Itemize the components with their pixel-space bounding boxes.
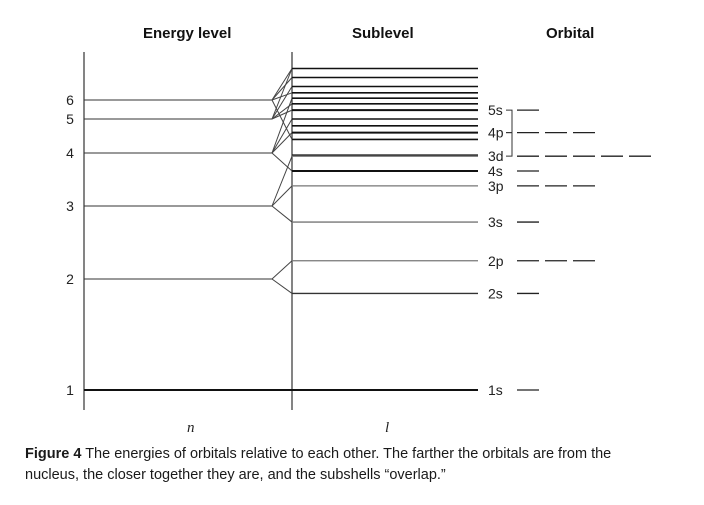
sublevel-label-3d: 3d xyxy=(488,148,504,164)
energy-level-label: 1 xyxy=(66,382,74,398)
branch-line xyxy=(271,278,293,294)
l-axis-label: l xyxy=(385,420,389,436)
sublevel-label-2p: 2p xyxy=(488,253,504,269)
sublevel-label-1s: 1s xyxy=(488,382,503,398)
branch-line xyxy=(271,68,293,120)
diagram-frame xyxy=(83,52,293,410)
sublevel-label-4p: 4p xyxy=(488,125,504,141)
energy-level-label: 4 xyxy=(66,145,74,161)
energy-level-label: 2 xyxy=(66,271,74,287)
sublevel-label-2s: 2s xyxy=(488,285,503,301)
bracket-5s-4p xyxy=(506,109,513,134)
sublevel-header: Sublevel xyxy=(352,25,414,42)
energy-level-label: 6 xyxy=(66,92,74,108)
branch-line xyxy=(271,103,293,120)
branch-line xyxy=(271,98,293,154)
energy-level-label: 3 xyxy=(66,198,74,214)
energy-level-lines: 1 2 3 4 5 6 xyxy=(66,68,293,398)
branch-line xyxy=(271,68,293,101)
sublevel-label-4s: 4s xyxy=(488,163,503,179)
branch-line xyxy=(271,77,293,101)
orbital-marks xyxy=(506,109,651,391)
branch-line xyxy=(271,185,293,207)
branch-line xyxy=(271,92,293,101)
branch-line xyxy=(271,205,293,223)
branch-line xyxy=(271,132,293,154)
orbital-header: Orbital xyxy=(546,25,595,42)
branch-line xyxy=(271,109,293,120)
sublevel-label-3p: 3p xyxy=(488,178,504,194)
branch-line xyxy=(271,260,293,280)
bracket-4p-3d xyxy=(506,132,513,157)
sublevel-label-3s: 3s xyxy=(488,214,503,230)
upper-sublevel-lines xyxy=(292,67,478,156)
sublevel-label-5s: 5s xyxy=(488,102,503,118)
figure-caption: Figure 4 The energies of orbitals relati… xyxy=(25,444,665,486)
n-axis-label: n xyxy=(187,420,195,436)
figure-label: Figure 4 xyxy=(25,446,82,462)
branch-line xyxy=(271,99,293,140)
energy-level-label: 5 xyxy=(66,111,74,127)
caption-text: The energies of orbitals relative to eac… xyxy=(25,446,612,483)
branch-line xyxy=(271,86,293,120)
branch-line xyxy=(271,152,293,172)
energy-level-header: Energy level xyxy=(143,25,232,42)
branch-line xyxy=(271,155,293,207)
branch-line xyxy=(271,118,293,154)
